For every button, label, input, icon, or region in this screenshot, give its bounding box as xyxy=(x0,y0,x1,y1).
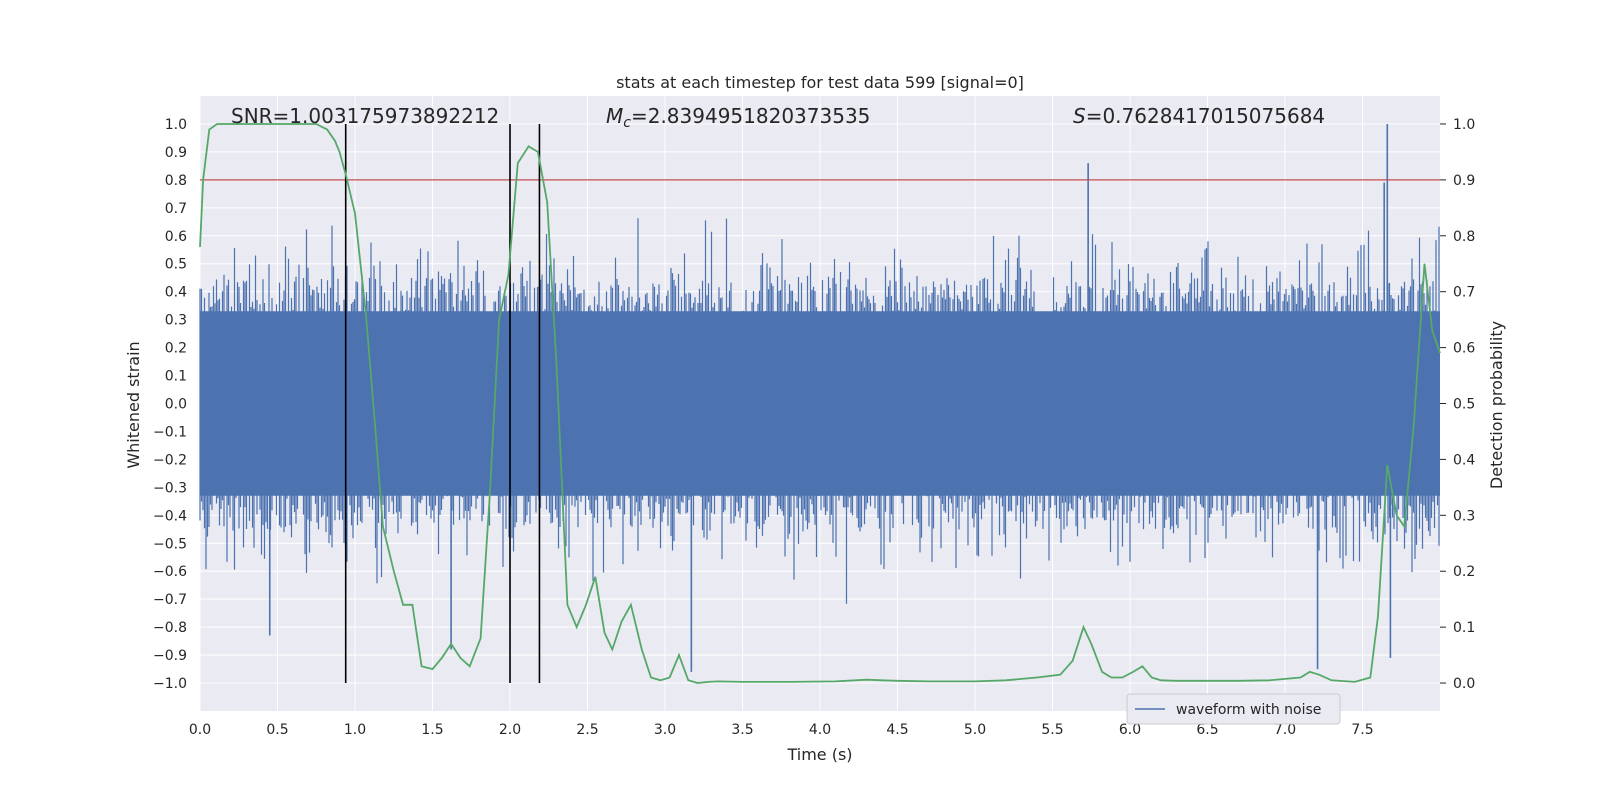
legend-box xyxy=(1126,693,1341,725)
y-tick-label: −0.8 xyxy=(153,620,187,636)
x-tick-label: 6.5 xyxy=(1196,722,1218,738)
x-tick-label: 0.5 xyxy=(266,722,288,738)
x-tick-label: 4.0 xyxy=(809,722,831,738)
right-y-tick-label: 0.8 xyxy=(1453,229,1475,245)
right-y-tick-label: 0.5 xyxy=(1453,397,1475,413)
right-y-tick-label: 0.3 xyxy=(1453,508,1475,524)
right-y-axis-label: Detection probability xyxy=(1487,321,1506,489)
y-tick-label: 0.6 xyxy=(165,229,187,245)
waveform-peaks xyxy=(268,123,1392,672)
waveform-spike-path xyxy=(199,218,1440,604)
x-tick-label: 1.0 xyxy=(344,722,366,738)
y-tick-label: −0.3 xyxy=(153,480,187,496)
right-y-tick-label: 0.4 xyxy=(1453,452,1475,468)
legend-label: waveform with noise xyxy=(1176,702,1321,718)
y-tick-label: 0.0 xyxy=(165,397,187,413)
y-tick-label: 1.0 xyxy=(165,117,187,133)
y-tick-label: 0.7 xyxy=(165,201,187,217)
y-tick-label: −0.9 xyxy=(153,648,187,664)
vertical-markers xyxy=(344,123,541,684)
y-tick-label: 0.3 xyxy=(165,313,187,329)
y-tick-label: 0.8 xyxy=(165,173,187,189)
y-tick-label: −0.1 xyxy=(153,424,187,440)
y-tick-label: −0.4 xyxy=(153,508,187,524)
x-tick-label: 7.5 xyxy=(1351,722,1373,738)
y-tick-label: −1.0 xyxy=(153,676,187,692)
y-axis-label: Whitened strain xyxy=(124,341,143,468)
y-tick-labels: −1.0 −0.9 −0.8 −0.7 −0.6 −0.5 −0.4 −0.3 −0.2 −0.1… xyxy=(153,117,187,692)
y-tick-label: 0.4 xyxy=(165,285,187,301)
x-tick-label: 3.0 xyxy=(654,722,676,738)
x-tick-label: 3.5 xyxy=(731,722,753,738)
legend: waveform with noise xyxy=(1126,693,1341,725)
right-y-tick-label: 0.9 xyxy=(1453,173,1475,189)
x-tick-labels: 0.0 0.5 1.0 1.5 2.0 2.5 3.0 3.5 4.0 4.5 5.0 5.5 6.0 6… xyxy=(189,722,1374,738)
y-tick-label: 0.9 xyxy=(165,145,187,161)
right-y-tick-label: 0.6 xyxy=(1453,341,1475,357)
x-tick-label: 2.5 xyxy=(576,722,598,738)
y-tick-label: −0.6 xyxy=(153,564,187,580)
x-tick-label: 6.0 xyxy=(1119,722,1141,738)
detection-probability-line xyxy=(199,123,1441,684)
chart-title: stats at each timestep for test data 599… xyxy=(616,73,1024,92)
x-axis-label: Time (s) xyxy=(786,745,852,764)
right-y-tick-label: 1.0 xyxy=(1453,117,1475,133)
x-tick-label: 4.5 xyxy=(886,722,908,738)
right-y-tick-label: 0.0 xyxy=(1453,676,1475,692)
x-tick-label: 0.0 xyxy=(189,722,211,738)
mc-annotation: Mc=2.8394951820373535 xyxy=(606,104,870,131)
right-y-tick-labels: 0.0 0.1 0.2 0.3 0.4 0.5 0.6 0.7 0.8 0.9 1.0 xyxy=(1440,117,1475,692)
x-tick-label: 5.0 xyxy=(964,722,986,738)
y-tick-label: −0.2 xyxy=(153,452,187,468)
right-y-tick-label: 0.7 xyxy=(1453,285,1475,301)
waveform-noise-spikes xyxy=(199,218,1440,604)
snr-annotation: SNR=1.003175973892212 xyxy=(231,104,499,128)
y-tick-label: 0.2 xyxy=(165,341,187,357)
x-tick-label: 2.0 xyxy=(499,722,521,738)
y-tick-label: −0.5 xyxy=(153,536,187,552)
right-y-tick-label: 0.2 xyxy=(1453,564,1475,580)
x-tick-label: 7.0 xyxy=(1274,722,1296,738)
x-tick-label: 1.5 xyxy=(421,722,443,738)
y-tick-label: −0.7 xyxy=(153,592,187,608)
s-annotation: S=0.7628417015075684 xyxy=(1073,104,1325,128)
y-tick-label: 0.5 xyxy=(165,257,187,273)
right-y-tick-label: 0.1 xyxy=(1453,620,1475,636)
y-tick-label: 0.1 xyxy=(165,369,187,385)
x-tick-label: 5.5 xyxy=(1041,722,1063,738)
